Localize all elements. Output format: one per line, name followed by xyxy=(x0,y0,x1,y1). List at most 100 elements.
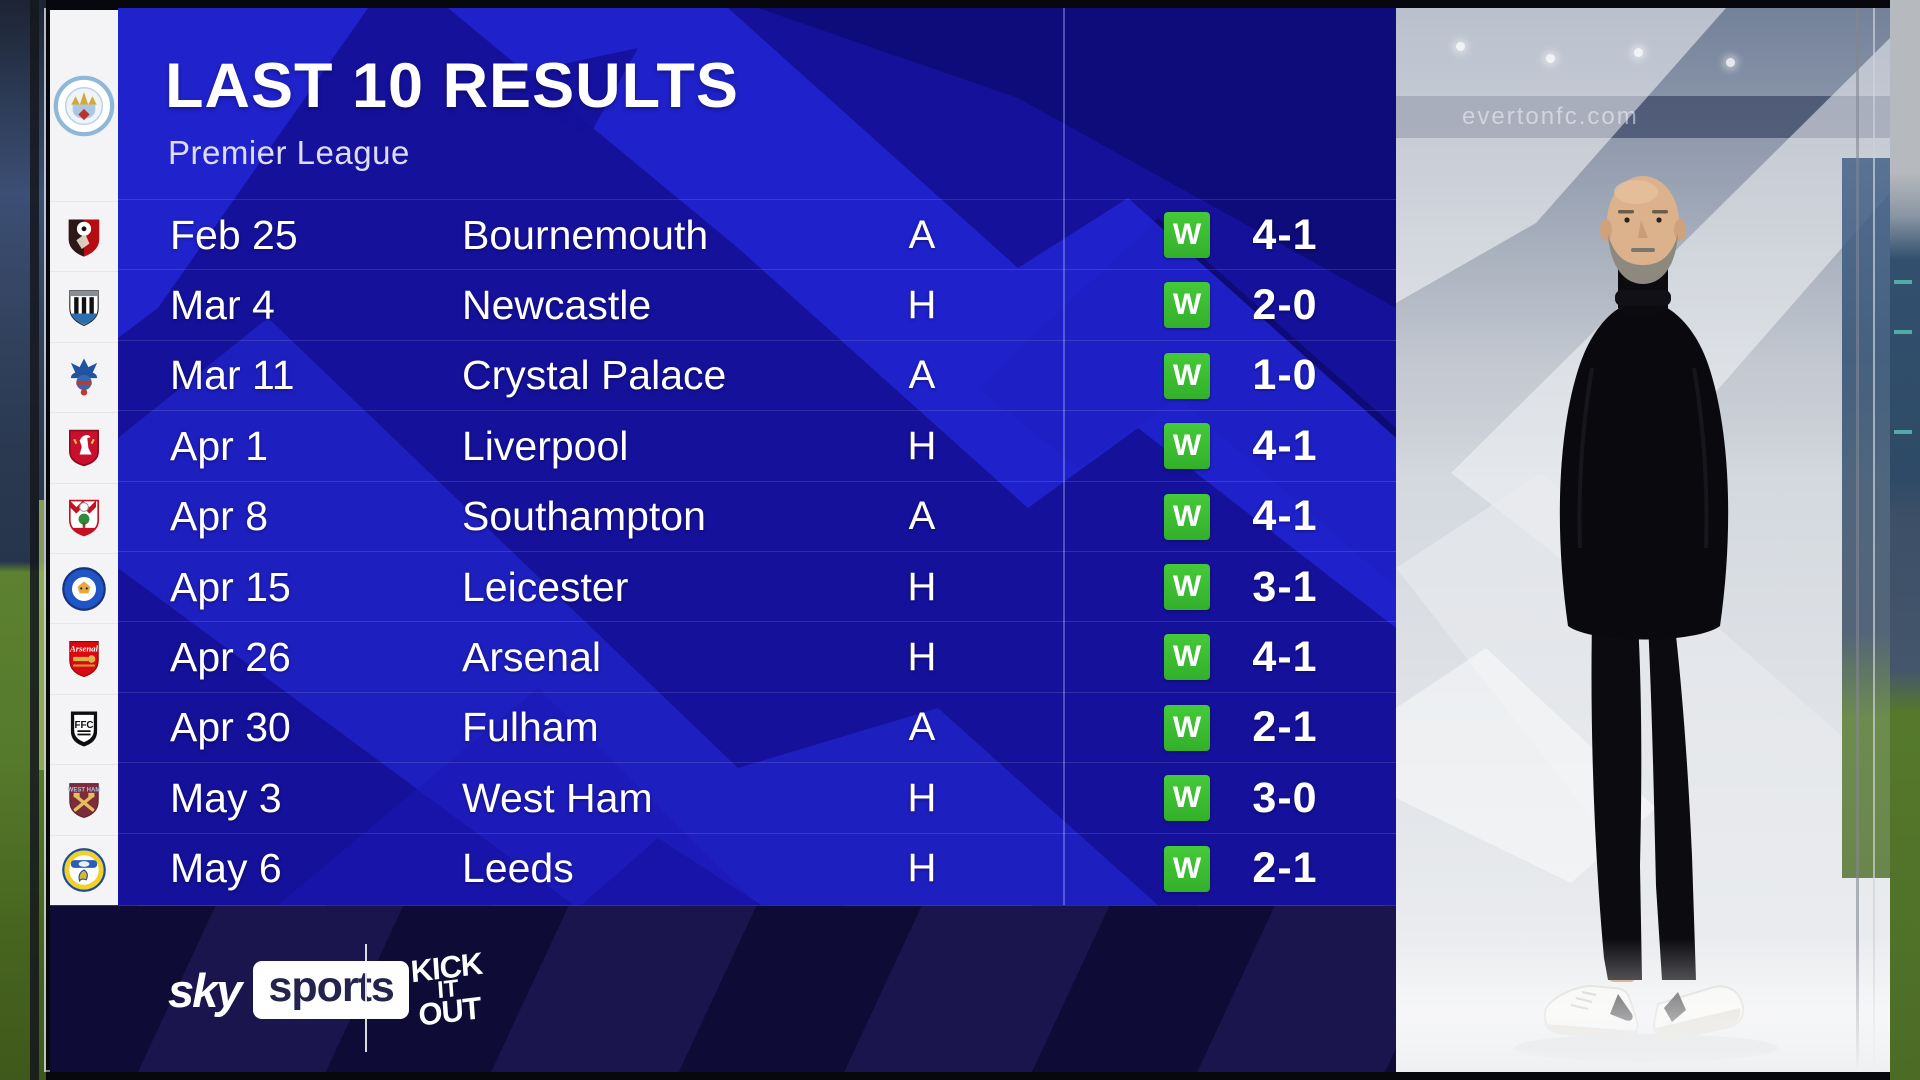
svg-text:WEST HAM: WEST HAM xyxy=(68,787,101,793)
opponent-name: Leeds xyxy=(462,845,574,892)
kick-it-out-logo: KICK IT OUT xyxy=(394,924,502,1056)
opponent-name: West Ham xyxy=(462,774,653,821)
match-date: Mar 4 xyxy=(170,282,275,329)
chevron-pattern xyxy=(118,8,1396,905)
win-badge: W xyxy=(1164,634,1210,681)
match-date: Feb 25 xyxy=(170,211,298,258)
crest-column: Arsenal FFC WEST HAM xyxy=(50,10,118,905)
win-badge: W xyxy=(1164,704,1210,751)
result-row: Feb 25 Bournemouth A W 4-1 xyxy=(118,199,1396,269)
result-row: Apr 30 Fulham A W 2-1 xyxy=(118,691,1396,762)
white-chevron-overlay xyxy=(1396,8,1890,938)
match-score: 1-0 xyxy=(1252,351,1318,400)
result-row: Apr 8 Southampton A W 4-1 xyxy=(118,480,1396,551)
match-score: 2-1 xyxy=(1252,703,1318,752)
match-score: 4-1 xyxy=(1252,421,1318,470)
win-badge-letter: W xyxy=(1172,429,1202,463)
match-date: Apr 26 xyxy=(170,634,291,681)
venue-indicator: A xyxy=(908,212,936,257)
scoreboard-text-line xyxy=(1894,280,1912,284)
newcastle-crest xyxy=(50,271,118,341)
win-badge-letter: W xyxy=(1172,358,1202,392)
sky-sports-logo-box: sports xyxy=(253,961,409,1019)
sky-sports-logo: sky sports xyxy=(168,961,409,1019)
opponent-name: Bournemouth xyxy=(462,211,709,258)
match-date: Apr 8 xyxy=(170,493,268,540)
manager-photo xyxy=(1514,176,1778,1062)
match-score: 2-0 xyxy=(1252,281,1318,330)
venue-indicator: A xyxy=(908,353,936,398)
crest-column-list: Arsenal FFC WEST HAM xyxy=(50,201,118,905)
goal-frame-line xyxy=(1873,8,1875,1072)
studio-floor xyxy=(1396,938,1890,1072)
graphic-left-edge xyxy=(44,8,46,1072)
venue-indicator: H xyxy=(907,283,937,328)
footer-band: sky sports KICK IT OUT xyxy=(50,905,1396,1072)
win-badge-letter: W xyxy=(1172,569,1202,603)
opponent-name: Newcastle xyxy=(462,282,652,329)
score-column-divider xyxy=(1063,8,1065,905)
match-score: 3-1 xyxy=(1252,562,1318,611)
svg-text:FFC: FFC xyxy=(74,720,93,731)
opponent-name: Fulham xyxy=(462,704,599,751)
venue-indicator: H xyxy=(907,635,937,680)
liverpool-crest xyxy=(50,412,118,482)
stadium-post xyxy=(30,0,39,1080)
last-10-results-graphic: Arsenal FFC WEST HAM LAST 10 RESULTS Premi… xyxy=(44,8,1890,1072)
manchester-city-crest xyxy=(50,10,118,201)
results-panel: LAST 10 RESULTS Premier League Feb 25 Bou… xyxy=(118,8,1396,905)
win-badge-letter: W xyxy=(1172,640,1202,674)
venue-indicator: H xyxy=(907,564,937,609)
opponent-name: Arsenal xyxy=(462,634,602,681)
opponent-name: Southampton xyxy=(462,493,706,540)
match-score: 3-0 xyxy=(1252,773,1318,822)
win-badge-letter: W xyxy=(1172,781,1202,815)
venue-indicator: A xyxy=(908,705,936,750)
crystal-palace-crest xyxy=(50,341,118,412)
floodlight xyxy=(1726,58,1735,67)
match-date: Apr 30 xyxy=(170,704,291,751)
win-badge-letter: W xyxy=(1172,218,1202,251)
competition-subtitle: Premier League xyxy=(168,134,410,171)
result-row: Apr 26 Arsenal H W 4-1 xyxy=(118,621,1396,691)
result-row: Apr 1 Liverpool H W 4-1 xyxy=(118,410,1396,480)
arsenal-crest: Arsenal xyxy=(50,623,118,693)
match-score: 2-1 xyxy=(1252,844,1318,893)
southampton-crest xyxy=(50,482,118,553)
venue-indicator: H xyxy=(907,846,937,891)
leeds-crest xyxy=(50,834,118,905)
result-row: Apr 15 Leicester H W 3-1 xyxy=(118,550,1396,621)
win-badge: W xyxy=(1164,845,1210,892)
venue-indicator: A xyxy=(908,494,936,539)
win-badge: W xyxy=(1164,423,1210,470)
match-date: May 3 xyxy=(170,774,282,821)
match-score: 4-1 xyxy=(1252,210,1318,259)
opponent-name: Liverpool xyxy=(462,422,629,469)
fulham-crest: FFC xyxy=(50,693,118,764)
win-badge: W xyxy=(1164,282,1210,329)
manager-photo-panel: evertonfc.com xyxy=(1396,8,1890,1072)
win-badge-letter: W xyxy=(1172,288,1202,322)
win-badge-letter: W xyxy=(1172,499,1202,533)
result-row: Mar 11 Crystal Palace A W 1-0 xyxy=(118,339,1396,410)
west-ham-crest: WEST HAM xyxy=(50,764,118,834)
opponent-name: Crystal Palace xyxy=(462,352,727,399)
venue-indicator: H xyxy=(907,423,937,468)
video-feed-left-edge xyxy=(0,0,46,1080)
result-row: May 3 West Ham H W 3-0 xyxy=(118,762,1396,832)
win-badge-letter: W xyxy=(1172,851,1202,885)
pitch-line-highlight xyxy=(39,500,44,770)
win-badge: W xyxy=(1164,775,1210,822)
leicester-crest xyxy=(50,552,118,623)
logo-divider xyxy=(365,944,367,1052)
venue-indicator: H xyxy=(907,775,937,820)
sports-logo-word: sports xyxy=(268,963,394,1011)
match-date: May 6 xyxy=(170,845,282,892)
result-row: Mar 4 Newcastle H W 2-0 xyxy=(118,269,1396,339)
scoreboard-text-line xyxy=(1894,430,1912,434)
opponent-name: Leicester xyxy=(462,563,629,610)
svg-text:Arsenal: Arsenal xyxy=(69,643,99,653)
video-feed-right-edge xyxy=(1890,0,1920,1080)
win-badge-letter: W xyxy=(1172,710,1202,744)
stadium-photo-edge xyxy=(1842,158,1890,878)
